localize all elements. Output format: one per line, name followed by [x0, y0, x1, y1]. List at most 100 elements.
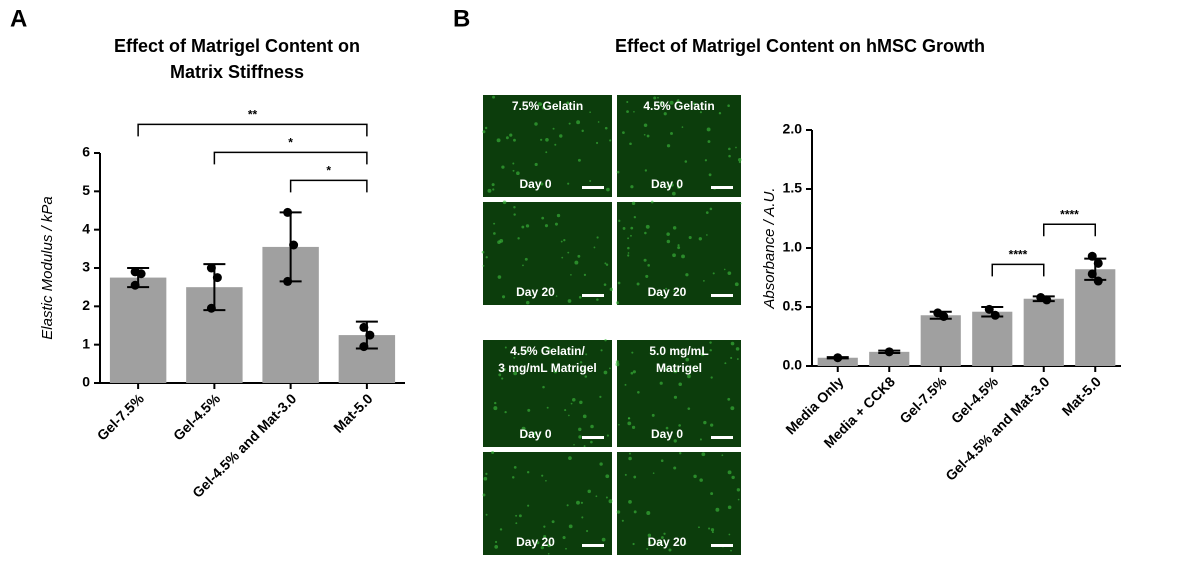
- cell-speck: [504, 411, 506, 413]
- cell-speck: [526, 301, 530, 305]
- cell-speck: [673, 466, 676, 469]
- data-point: [131, 281, 140, 290]
- cell-speck: [728, 148, 731, 151]
- data-point: [1088, 269, 1097, 278]
- micrograph-day: Day 20: [516, 535, 555, 549]
- y-tick-label: 3: [82, 259, 90, 275]
- cell-speck: [681, 254, 685, 258]
- cell-speck: [727, 398, 730, 401]
- scale-bar: [582, 294, 604, 297]
- cell-speck: [493, 406, 497, 410]
- cell-speck: [606, 497, 608, 499]
- cell-speck: [630, 235, 632, 237]
- cell-speck: [502, 295, 505, 298]
- cell-speck: [485, 127, 487, 129]
- cell-speck: [707, 128, 711, 132]
- data-point: [939, 312, 948, 321]
- cell-speck: [570, 274, 572, 276]
- micrograph-day: Day 0: [519, 177, 551, 191]
- chart-title: Matrix Stiffness: [170, 62, 304, 82]
- cell-speck: [494, 402, 496, 404]
- cell-speck: [600, 349, 602, 351]
- cell-speck: [672, 253, 676, 257]
- cell-speck: [483, 493, 486, 496]
- cell-speck: [602, 538, 606, 542]
- cell-speck: [623, 227, 626, 230]
- cell-speck: [673, 226, 676, 229]
- data-point: [359, 342, 368, 351]
- cell-speck: [540, 139, 542, 141]
- cell-speck: [617, 171, 620, 174]
- cell-speck: [606, 264, 608, 266]
- cell-speck: [505, 347, 507, 349]
- cell-speck: [522, 265, 524, 267]
- cell-speck: [542, 386, 545, 389]
- cell-speck: [644, 123, 647, 126]
- cell-speck: [548, 553, 550, 555]
- cell-speck: [661, 459, 664, 462]
- cell-speck: [492, 183, 495, 186]
- significance-bracket: [138, 124, 367, 136]
- panel-label: B: [453, 5, 470, 32]
- scale-bar: [711, 544, 733, 547]
- cell-speck: [605, 474, 609, 478]
- cell-speck: [604, 262, 606, 264]
- y-tick-label: 4: [82, 220, 90, 236]
- cell-speck: [634, 216, 636, 218]
- cell-speck: [576, 120, 580, 124]
- cell-speck: [647, 135, 650, 138]
- cell-speck: [666, 232, 670, 236]
- cell-speck: [492, 188, 494, 190]
- panel-label: A: [10, 5, 27, 32]
- y-tick-label: 1.0: [783, 239, 803, 255]
- cell-speck: [573, 444, 575, 446]
- cell-speck: [587, 490, 590, 493]
- cell-speck: [519, 514, 522, 517]
- cell-speck: [543, 526, 545, 528]
- significance-bracket: [1044, 224, 1096, 236]
- cell-speck: [630, 185, 633, 188]
- cell-speck: [731, 342, 735, 346]
- cell-speck: [569, 525, 573, 529]
- cell-speck: [685, 160, 688, 163]
- cell-speck: [609, 367, 611, 369]
- micrograph-day: Day 0: [519, 427, 551, 441]
- cell-speck: [728, 470, 732, 474]
- cell-speck: [633, 370, 636, 373]
- cell-speck: [646, 511, 650, 515]
- cell-speck: [501, 377, 503, 379]
- cell-speck: [660, 382, 663, 385]
- y-tick-label: 1.5: [783, 180, 803, 196]
- cell-speck: [590, 425, 594, 429]
- data-point: [885, 347, 894, 356]
- significance-bracket: [214, 152, 367, 164]
- bar: [110, 278, 166, 383]
- cell-speck: [700, 438, 702, 440]
- scale-bar: [582, 544, 604, 547]
- cell-speck: [637, 282, 640, 285]
- cell-speck: [568, 415, 570, 417]
- cell-speck: [589, 180, 591, 182]
- micrograph-day: Day 20: [648, 285, 687, 299]
- cell-speck: [483, 265, 485, 267]
- cell-speck: [596, 142, 598, 144]
- data-point: [283, 277, 292, 286]
- cell-speck: [581, 502, 583, 504]
- cell-speck: [553, 128, 555, 130]
- data-point: [213, 273, 222, 282]
- cell-speck: [628, 500, 632, 504]
- cell-speck: [631, 352, 633, 354]
- cell-speck: [599, 396, 601, 398]
- cell-speck: [493, 232, 496, 235]
- cell-speck: [719, 112, 721, 114]
- data-point: [207, 264, 216, 273]
- cell-speck: [559, 134, 562, 137]
- data-point: [1094, 259, 1103, 268]
- data-point: [1094, 277, 1103, 286]
- cell-speck: [735, 147, 737, 149]
- y-tick-label: 2.0: [783, 121, 803, 137]
- cell-speck: [493, 223, 495, 225]
- cell-speck: [645, 169, 647, 171]
- cell-speck: [557, 214, 560, 217]
- cell-speck: [514, 466, 517, 469]
